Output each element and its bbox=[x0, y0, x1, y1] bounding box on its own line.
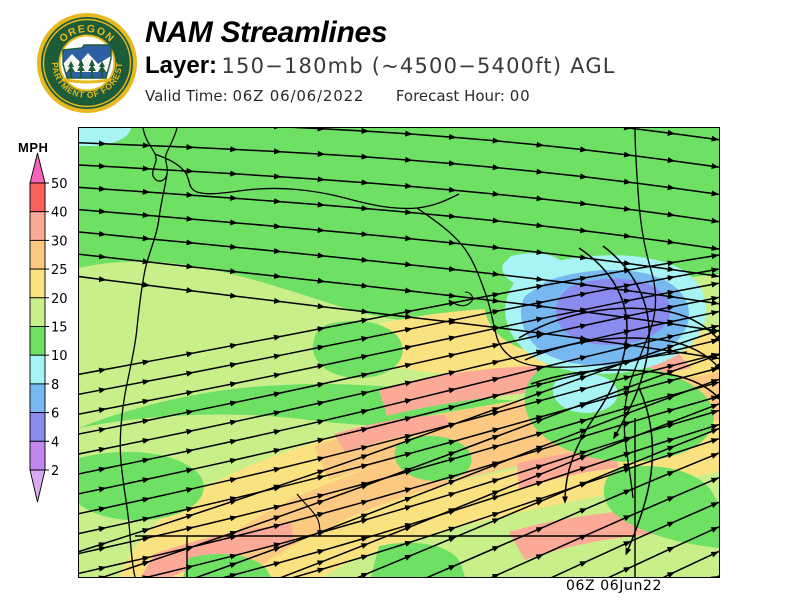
streamline bbox=[625, 387, 654, 556]
wind-speed-streamline-map[interactable] bbox=[79, 128, 719, 577]
valid-time-line: Valid Time: 06Z 06/06/2022 Forecast Hour… bbox=[145, 86, 616, 106]
map-timestamp: 06Z 06Jun22 bbox=[566, 578, 662, 594]
colorbar-tick-label: 30 bbox=[51, 234, 68, 249]
colorbar-tick-label: 2 bbox=[51, 464, 59, 479]
colorbar-title: MPH bbox=[18, 140, 49, 155]
colorbar-band bbox=[29, 182, 46, 213]
colorbar-bands bbox=[29, 152, 46, 503]
header: OREGON DEPARTMENT OF FORESTRY NAM Stream… bbox=[0, 0, 800, 122]
colorbar-band bbox=[29, 211, 46, 241]
streamline bbox=[518, 307, 719, 343]
oregon-department-of-forestry-logo: OREGON DEPARTMENT OF FORESTRY bbox=[33, 4, 138, 114]
colorbar-band bbox=[29, 239, 46, 270]
map-panel[interactable] bbox=[78, 127, 720, 578]
streamline bbox=[602, 245, 650, 440]
colorbar-tick-label: 10 bbox=[51, 349, 68, 364]
forecast-hour-value: 00 bbox=[509, 87, 531, 105]
colorbar-band bbox=[29, 412, 46, 442]
colorbar-tick-label: 15 bbox=[51, 321, 68, 336]
colorbar-tick-label: 20 bbox=[51, 292, 68, 307]
colorbar-tick-label: 40 bbox=[51, 206, 68, 221]
colorbar-legend: MPH 50 40 30 25 20 15 10 8 6 4 2 bbox=[10, 140, 76, 515]
colorbar-band bbox=[29, 297, 46, 327]
colorbar-tick-labels: 50 40 30 25 20 15 10 8 6 4 2 bbox=[45, 177, 68, 479]
colorbar-band bbox=[29, 268, 46, 299]
colorbar-band bbox=[29, 326, 46, 356]
layer-label: Layer: bbox=[145, 52, 218, 79]
colorbar-band bbox=[29, 440, 46, 471]
layer-value: 150−180mb (~4500−5400ft) AGL bbox=[221, 54, 616, 78]
valid-time-label: Valid Time: bbox=[145, 87, 228, 105]
streamline bbox=[530, 369, 719, 401]
streamlines-layer bbox=[79, 128, 719, 577]
forecast-hour-label: Forecast Hour: bbox=[395, 87, 505, 105]
colorbar-band bbox=[29, 354, 46, 385]
colorbar-tick-label: 50 bbox=[51, 177, 68, 192]
colorbar-tick-label: 6 bbox=[51, 407, 59, 422]
colorbar-band bbox=[29, 383, 46, 414]
colorbar-over-arrow bbox=[29, 152, 46, 184]
colorbar-svg: 50 40 30 25 20 15 10 8 6 4 2 bbox=[29, 152, 68, 503]
seal-icon: OREGON DEPARTMENT OF FORESTRY bbox=[33, 4, 137, 113]
streamline bbox=[562, 247, 628, 504]
layer-line: Layer: 150−180mb (~4500−5400ft) AGL bbox=[145, 52, 616, 83]
colorbar-under-arrow bbox=[29, 469, 46, 503]
colorbar-tick-label: 25 bbox=[51, 263, 68, 278]
title-block: NAM Streamlines Layer: 150−180mb (~4500−… bbox=[145, 16, 616, 106]
colorbar-tick-label: 8 bbox=[51, 378, 59, 393]
valid-time-value: 06Z 06/06/2022 bbox=[232, 87, 365, 105]
streamline bbox=[524, 337, 719, 371]
page-title: NAM Streamlines bbox=[145, 16, 388, 49]
colorbar-tick-label: 4 bbox=[51, 435, 59, 450]
